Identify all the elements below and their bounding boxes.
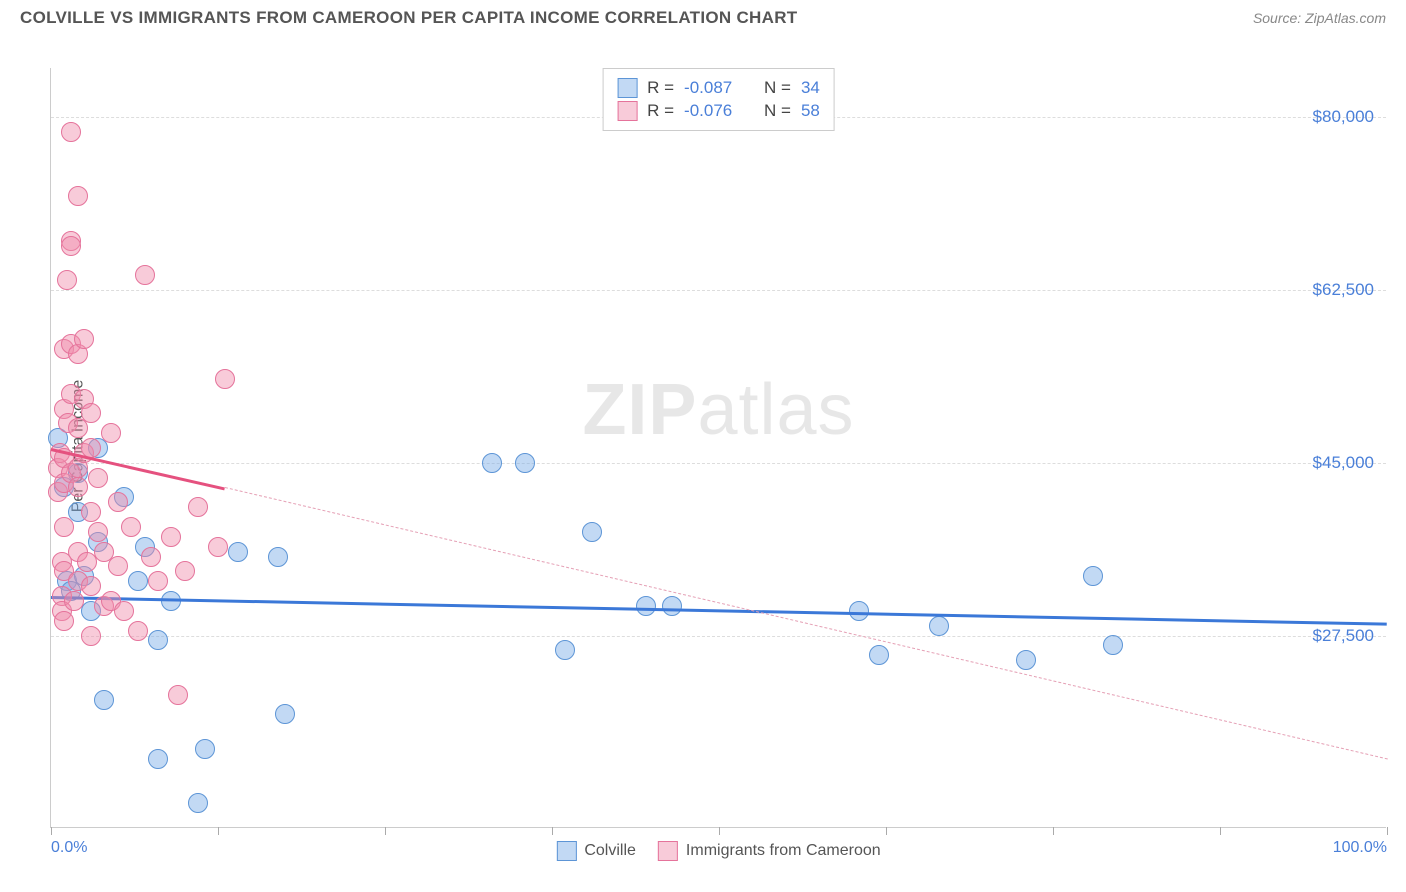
legend-item: Immigrants from Cameroon xyxy=(658,841,881,861)
data-point xyxy=(114,601,134,621)
y-tick-label: $45,000 xyxy=(1313,453,1374,473)
x-tick xyxy=(1053,827,1054,835)
data-point xyxy=(88,468,108,488)
chart-header: COLVILLE VS IMMIGRANTS FROM CAMEROON PER… xyxy=(0,0,1406,32)
data-point xyxy=(121,517,141,537)
data-point xyxy=(81,403,101,423)
x-tick xyxy=(1387,827,1388,835)
stats-row: R = -0.087 N = 34 xyxy=(617,78,820,98)
data-point xyxy=(68,186,88,206)
data-point xyxy=(57,270,77,290)
chart-title: COLVILLE VS IMMIGRANTS FROM CAMEROON PER… xyxy=(20,8,797,28)
data-point xyxy=(188,497,208,517)
legend-label: Colville xyxy=(584,842,636,860)
n-label: N = xyxy=(764,78,791,98)
data-point xyxy=(148,571,168,591)
data-point xyxy=(268,547,288,567)
x-tick xyxy=(1220,827,1221,835)
x-tick xyxy=(51,827,52,835)
data-point xyxy=(148,749,168,769)
data-point xyxy=(869,645,889,665)
y-tick-label: $80,000 xyxy=(1313,107,1374,127)
trendline xyxy=(51,596,1387,626)
data-point xyxy=(88,522,108,542)
legend: Colville Immigrants from Cameroon xyxy=(556,841,880,861)
x-tick xyxy=(886,827,887,835)
legend-swatch xyxy=(658,841,678,861)
series-swatch xyxy=(617,101,637,121)
legend-label: Immigrants from Cameroon xyxy=(686,842,881,860)
data-point xyxy=(61,122,81,142)
data-point xyxy=(582,522,602,542)
legend-item: Colville xyxy=(556,841,636,861)
trendline xyxy=(225,487,1388,759)
r-value: -0.087 xyxy=(684,78,744,98)
data-point xyxy=(929,616,949,636)
data-point xyxy=(228,542,248,562)
data-point xyxy=(74,329,94,349)
gridline xyxy=(51,290,1386,291)
x-tick xyxy=(385,827,386,835)
data-point xyxy=(1103,635,1123,655)
r-label: R = xyxy=(647,101,674,121)
data-point xyxy=(68,477,88,497)
data-point xyxy=(1016,650,1036,670)
data-point xyxy=(81,626,101,646)
data-point xyxy=(94,542,114,562)
n-label: N = xyxy=(764,101,791,121)
data-point xyxy=(275,704,295,724)
scatter-chart: ZIPatlas $27,500$45,000$62,500$80,0000.0… xyxy=(50,68,1386,828)
data-point xyxy=(135,265,155,285)
data-point xyxy=(148,630,168,650)
data-point xyxy=(81,502,101,522)
gridline xyxy=(51,463,1386,464)
data-point xyxy=(161,527,181,547)
watermark: ZIPatlas xyxy=(582,369,854,451)
y-tick-label: $27,500 xyxy=(1313,626,1374,646)
data-point xyxy=(636,596,656,616)
x-tick-label: 100.0% xyxy=(1333,839,1387,857)
data-point xyxy=(108,556,128,576)
data-point xyxy=(1083,566,1103,586)
data-point xyxy=(141,547,161,567)
x-tick-label: 0.0% xyxy=(51,839,87,857)
data-point xyxy=(128,621,148,641)
data-point xyxy=(64,591,84,611)
gridline xyxy=(51,636,1386,637)
chart-source: Source: ZipAtlas.com xyxy=(1253,10,1386,26)
n-value: 34 xyxy=(801,78,820,98)
data-point xyxy=(849,601,869,621)
data-point xyxy=(108,492,128,512)
data-point xyxy=(128,571,148,591)
data-point xyxy=(215,369,235,389)
x-tick xyxy=(218,827,219,835)
x-tick xyxy=(719,827,720,835)
r-label: R = xyxy=(647,78,674,98)
data-point xyxy=(54,611,74,631)
n-value: 58 xyxy=(801,101,820,121)
stats-row: R = -0.076 N = 58 xyxy=(617,101,820,121)
data-point xyxy=(188,793,208,813)
data-point xyxy=(175,561,195,581)
legend-swatch xyxy=(556,841,576,861)
y-tick-label: $62,500 xyxy=(1313,280,1374,300)
data-point xyxy=(195,739,215,759)
stats-box: R = -0.087 N = 34 R = -0.076 N = 58 xyxy=(602,68,835,131)
data-point xyxy=(94,690,114,710)
r-value: -0.076 xyxy=(684,101,744,121)
data-point xyxy=(61,236,81,256)
data-point xyxy=(662,596,682,616)
data-point xyxy=(482,453,502,473)
data-point xyxy=(168,685,188,705)
x-tick xyxy=(552,827,553,835)
data-point xyxy=(555,640,575,660)
data-point xyxy=(101,423,121,443)
data-point xyxy=(515,453,535,473)
data-point xyxy=(208,537,228,557)
data-point xyxy=(81,576,101,596)
series-swatch xyxy=(617,78,637,98)
data-point xyxy=(54,517,74,537)
